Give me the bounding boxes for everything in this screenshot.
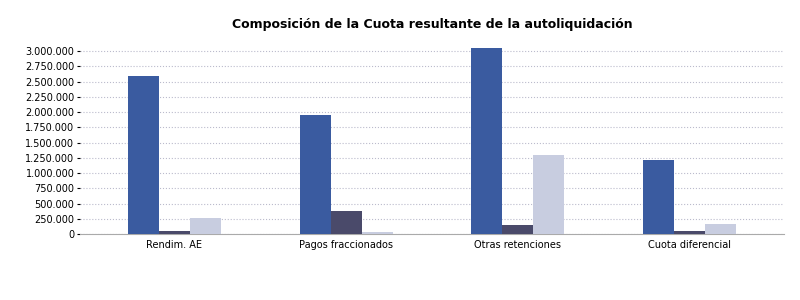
Bar	[330, 212, 362, 234]
Bar	[362, 232, 393, 234]
Bar	[643, 160, 674, 234]
Bar	[705, 224, 736, 234]
Bar	[300, 115, 330, 234]
Bar	[159, 231, 190, 234]
Bar	[502, 225, 534, 234]
Bar	[534, 155, 564, 234]
Bar	[190, 218, 221, 234]
Title: Composición de la Cuota resultante de la autoliquidación: Composición de la Cuota resultante de la…	[232, 18, 632, 31]
Bar	[128, 76, 159, 234]
Bar	[674, 231, 705, 234]
Bar	[471, 48, 502, 234]
